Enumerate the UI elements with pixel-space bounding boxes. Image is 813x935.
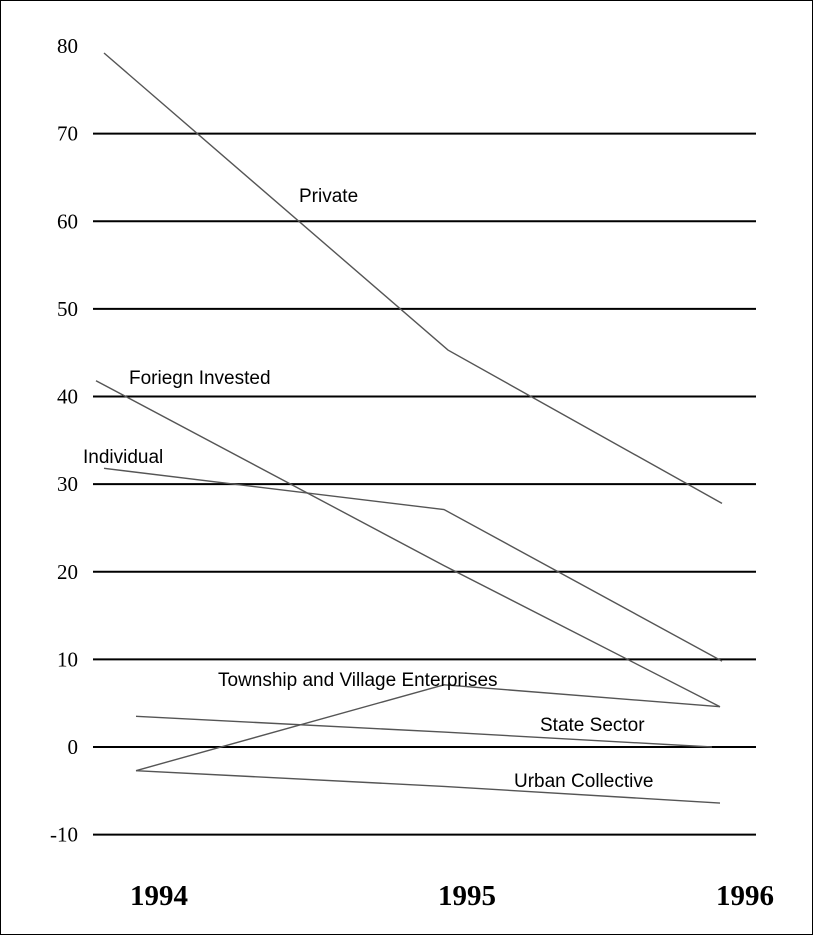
- y-tick-label: 60: [57, 209, 78, 233]
- series-label: Foriegn Invested: [129, 368, 271, 389]
- series-line-3: [135, 684, 721, 772]
- series-label: Private: [299, 186, 358, 207]
- series-label: Urban Collective: [514, 771, 653, 792]
- series-line-4: [135, 715, 713, 748]
- y-tick-label: 50: [57, 297, 78, 321]
- series-label: Township and Village Enterprises: [218, 670, 498, 691]
- y-tick-label: 80: [57, 34, 78, 58]
- series-labels: Private Foriegn Invested Individual Townshi…: [83, 186, 653, 792]
- series-lines: [95, 52, 723, 804]
- series-line-2: [103, 467, 723, 662]
- y-tick-label: 10: [57, 647, 78, 671]
- x-tick-label: 1996: [716, 880, 774, 912]
- y-axis-tick-labels: 80 70 60 50 40 30 20 10 0 -10: [50, 34, 78, 847]
- series-line-0: [103, 52, 723, 505]
- series-line-5: [135, 769, 721, 804]
- y-tick-label: 70: [57, 122, 78, 146]
- series-label: Individual: [83, 447, 163, 468]
- y-tick-label: -10: [50, 823, 78, 847]
- x-axis-tick-labels: 1994 1995 1996: [130, 880, 774, 912]
- y-tick-label: 30: [57, 472, 78, 496]
- series-label: State Sector: [540, 715, 645, 736]
- y-tick-label: 0: [68, 735, 79, 759]
- y-tick-label: 40: [57, 385, 78, 409]
- x-tick-label: 1994: [130, 880, 188, 912]
- x-tick-label: 1995: [438, 880, 496, 912]
- y-tick-label: 20: [57, 560, 78, 584]
- series-line-1: [95, 380, 721, 708]
- gridlines: [93, 132, 756, 836]
